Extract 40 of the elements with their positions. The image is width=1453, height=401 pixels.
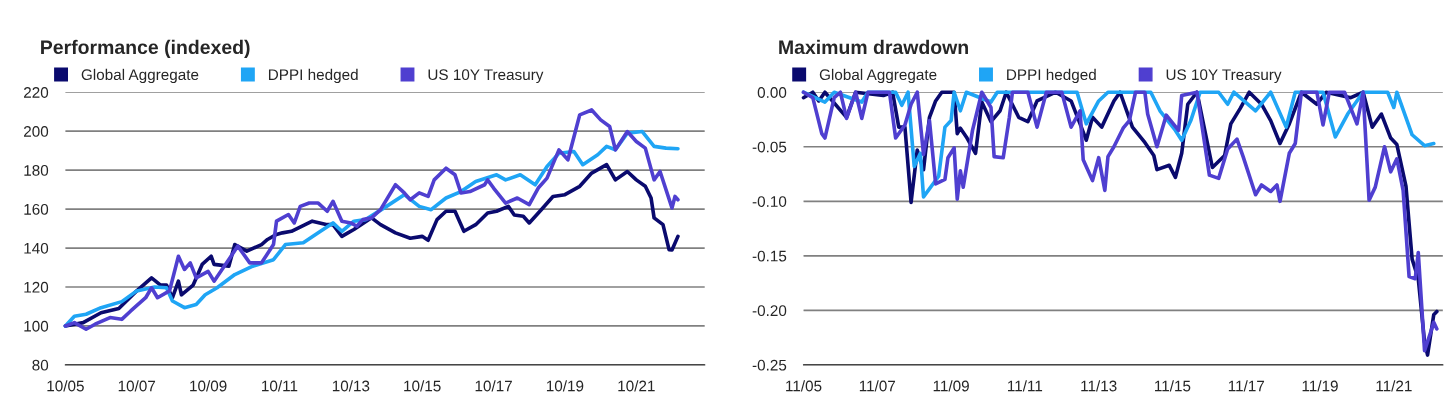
x-tick-label: 11/05 (786, 380, 822, 392)
x-tick-label: 11/13 (1081, 380, 1117, 392)
y-tick-label: 220 (24, 87, 49, 98)
x-tick-label: 10/05 (47, 380, 84, 392)
legend-label: US 10Y Treasury (1166, 69, 1282, 84)
x-tick-label: 11/19 (1302, 380, 1338, 392)
x-tick-label: 11/17 (1228, 380, 1265, 392)
y-tick-label: 180 (24, 165, 49, 176)
x-tick-label: 10/21 (618, 380, 655, 392)
x-tick-label: 10/09 (190, 380, 227, 392)
y-tick-label: -0.10 (752, 196, 787, 207)
y-tick-label: 160 (24, 203, 49, 215)
legend-label: US 10Y Treasury (428, 69, 544, 84)
legend-label: Global Aggregate (819, 68, 937, 84)
y-tick-label: 200 (24, 126, 49, 137)
x-tick-label: 11/07 (859, 380, 896, 392)
chart-title: Performance (indexed) (41, 39, 250, 58)
y-tick-label: 80 (32, 359, 49, 371)
y-tick-label: 140 (24, 242, 49, 254)
y-tick-label: -0.20 (752, 305, 787, 317)
y-tick-label: -0.15 (752, 250, 787, 262)
x-tick-label: 10/15 (404, 380, 441, 392)
x-tick-label: 10/11 (262, 380, 298, 392)
x-tick-label: 10/07 (118, 380, 156, 392)
legend-label: DPPI hedged (1007, 68, 1096, 84)
x-tick-label: 10/13 (332, 380, 370, 392)
x-tick-label: 11/15 (1155, 380, 1191, 392)
x-tick-label: 11/21 (1376, 380, 1412, 392)
x-tick-label: 11/09 (933, 380, 969, 392)
chart-title: Maximum drawdown (779, 39, 968, 55)
legend-label: DPPI hedged (268, 68, 358, 84)
x-tick-label: 10/17 (475, 380, 512, 392)
y-tick-label: 100 (24, 320, 49, 332)
y-tick-label: -0.25 (752, 359, 787, 371)
y-tick-label: -0.05 (752, 141, 787, 153)
x-tick-label: 11/11 (1008, 380, 1043, 392)
y-tick-label: 0.00 (757, 87, 787, 98)
y-tick-label: 120 (24, 281, 49, 293)
x-tick-label: 10/19 (546, 380, 584, 392)
legend-label: Global Aggregate (81, 68, 199, 84)
